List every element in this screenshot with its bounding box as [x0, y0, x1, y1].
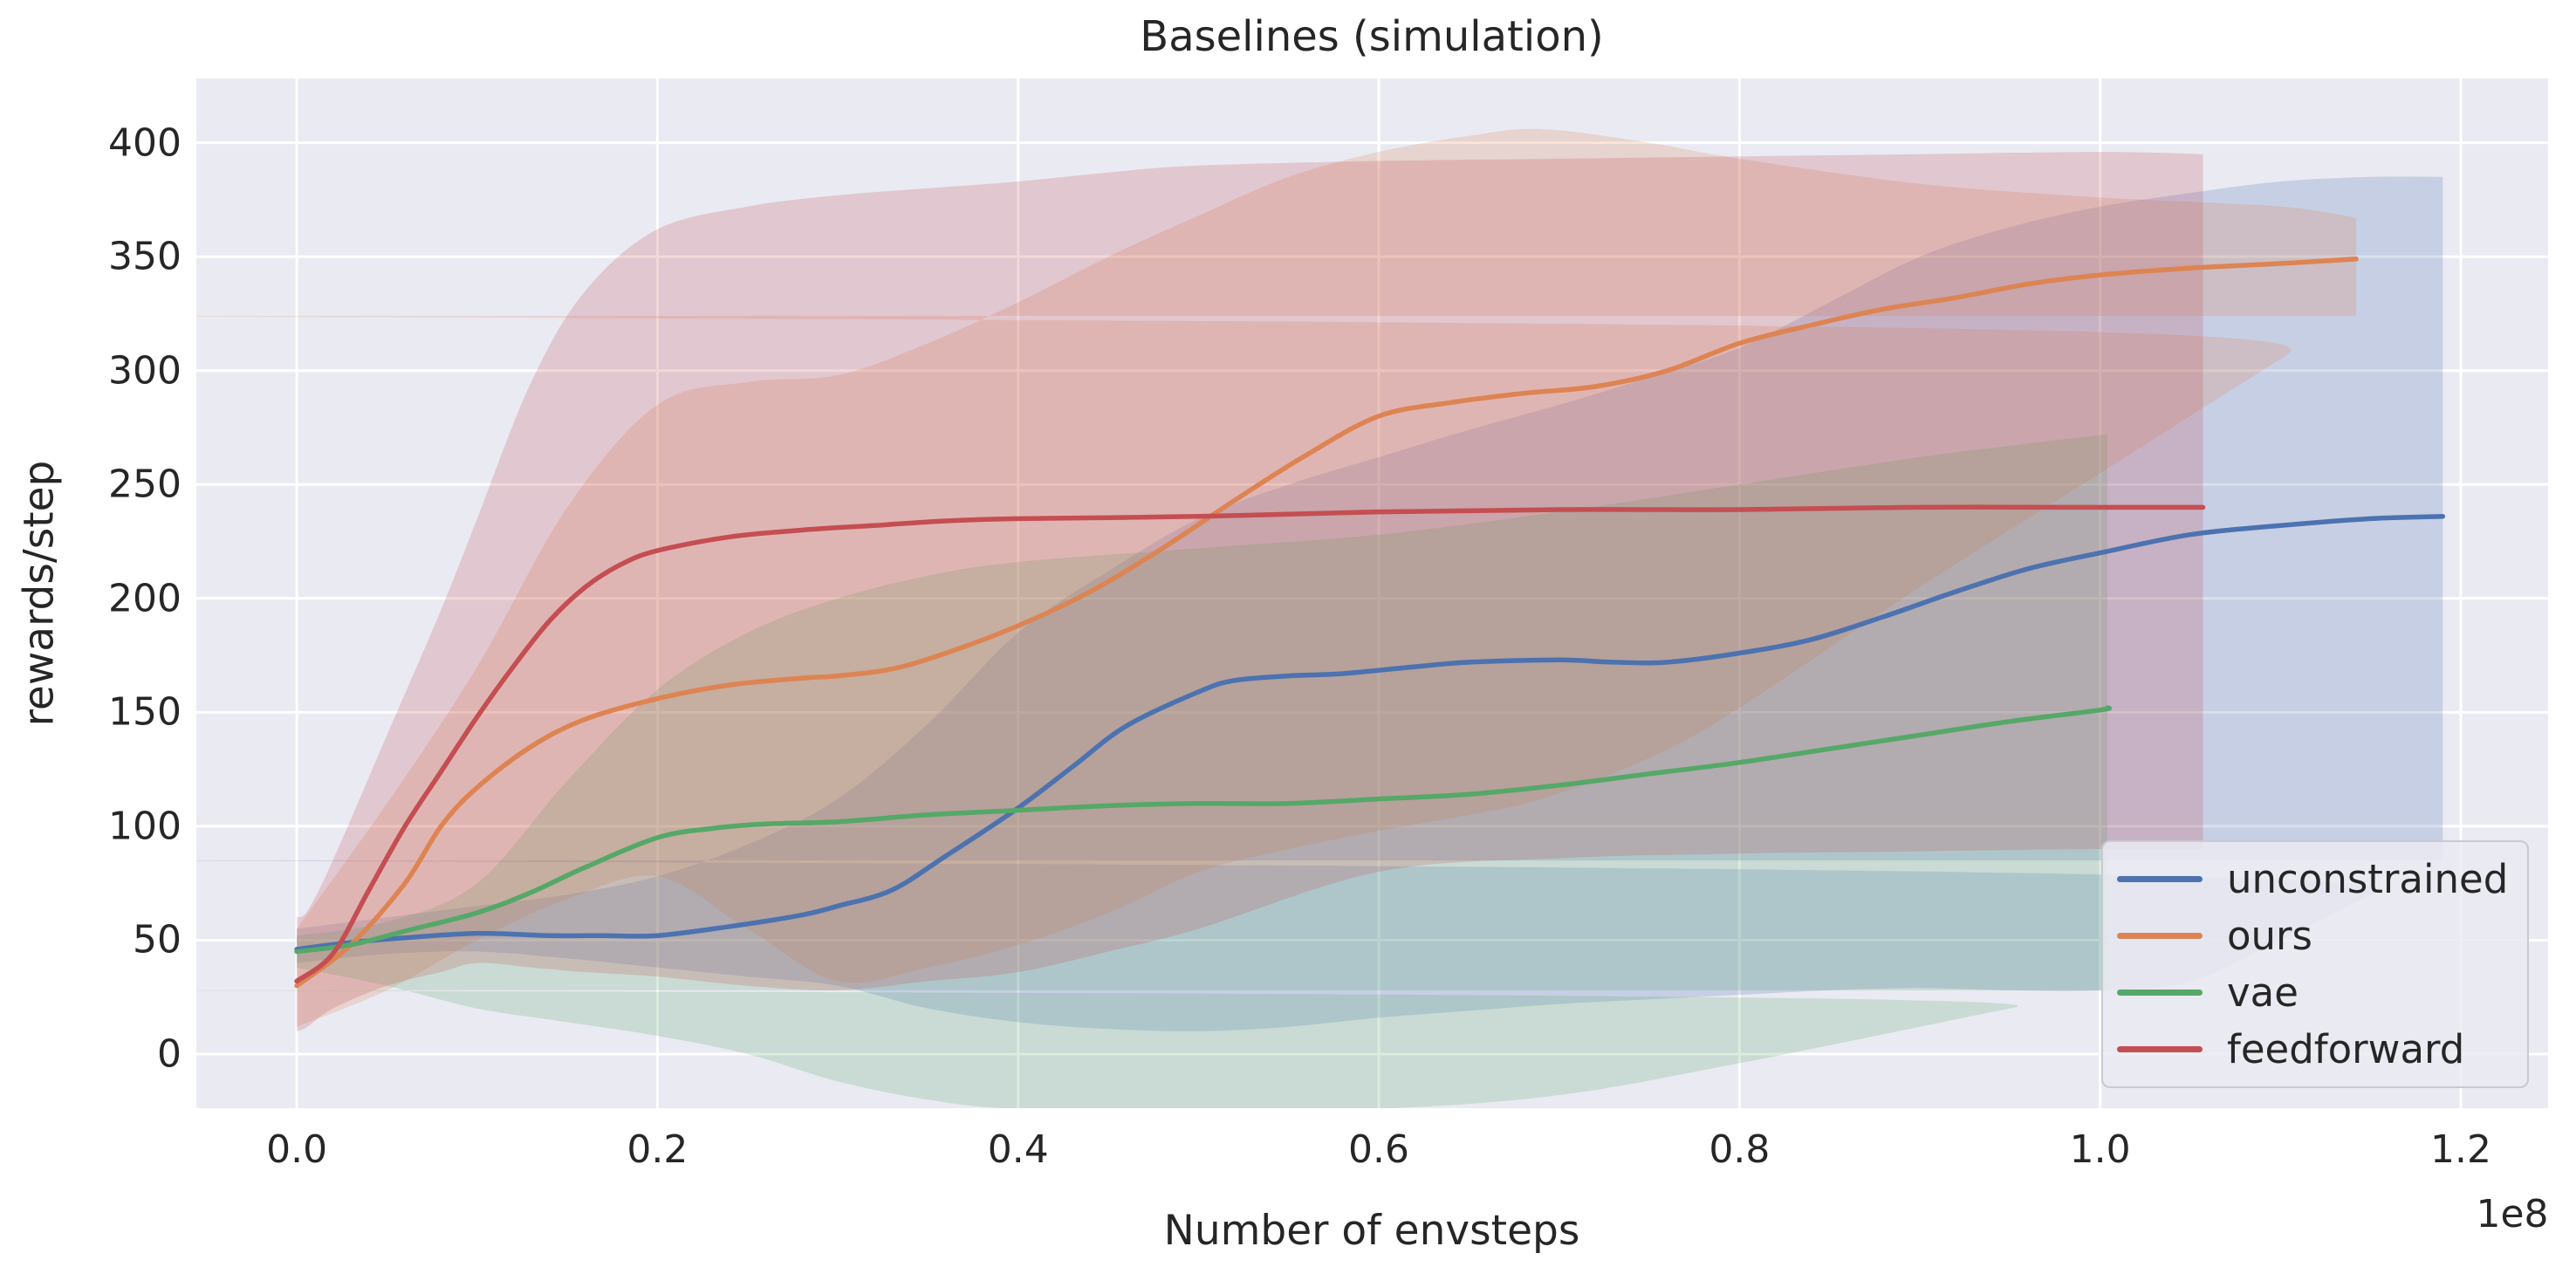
confidence-bands — [196, 128, 2443, 1108]
x-tick-label-0.0: 0.0 — [266, 1127, 328, 1172]
legend: unconstrained ours vae feedforward — [2101, 840, 2529, 1088]
series-line-feedforward — [294, 504, 2206, 984]
vae-line-swatch — [2117, 990, 2203, 996]
x-tick-label-0.2: 0.2 — [627, 1127, 689, 1172]
legend-label: unconstrained — [2227, 856, 2509, 902]
x-tick-label-1.2: 1.2 — [2429, 1127, 2491, 1172]
unconstrained-line-swatch — [2117, 876, 2203, 882]
x-tick-label-0.8: 0.8 — [1709, 1127, 1771, 1172]
ours-line-swatch — [2117, 933, 2203, 939]
series-lines — [294, 257, 2446, 989]
y-tick-label-200: 200 — [108, 576, 182, 621]
series-line-ours — [294, 257, 2359, 989]
y-tick-label-100: 100 — [108, 804, 182, 849]
legend-item-unconstrained: unconstrained — [2117, 856, 2527, 902]
y-tick-label-50: 50 — [133, 917, 182, 962]
confidence-band-unconstrained — [196, 176, 2443, 1031]
feedforward-line-swatch — [2117, 1046, 2203, 1052]
legend-item-ours: ours — [2117, 913, 2527, 959]
series-line-vae — [294, 705, 2113, 955]
x-axis-label: Number of envsteps — [1163, 1207, 1580, 1255]
y-tick-label-250: 250 — [108, 462, 182, 507]
y-tick-label-0: 0 — [157, 1031, 182, 1077]
grid — [196, 79, 2548, 1108]
x-tick-label-1.0: 1.0 — [2069, 1127, 2131, 1172]
series-line-unconstrained — [294, 514, 2446, 952]
legend-item-feedforward: feedforward — [2117, 1026, 2527, 1072]
legend-item-vae: vae — [2117, 969, 2527, 1016]
x-axis-offset-text: 1e8 — [2476, 1192, 2549, 1236]
confidence-band-ours — [196, 128, 2357, 1027]
confidence-band-feedforward — [196, 152, 2203, 1031]
y-tick-label-300: 300 — [108, 348, 182, 394]
y-tick-label-150: 150 — [108, 689, 182, 735]
y-tick-label-350: 350 — [108, 234, 182, 279]
legend-label: ours — [2227, 913, 2312, 959]
confidence-band-vae — [196, 434, 2107, 1108]
y-tick-label-400: 400 — [108, 120, 182, 166]
x-tick-label-0.6: 0.6 — [1348, 1127, 1410, 1172]
legend-label: vae — [2227, 969, 2299, 1016]
chart-title: Baselines (simulation) — [1140, 12, 1604, 61]
legend-label: feedforward — [2227, 1026, 2465, 1072]
x-tick-label-0.4: 0.4 — [987, 1127, 1049, 1172]
